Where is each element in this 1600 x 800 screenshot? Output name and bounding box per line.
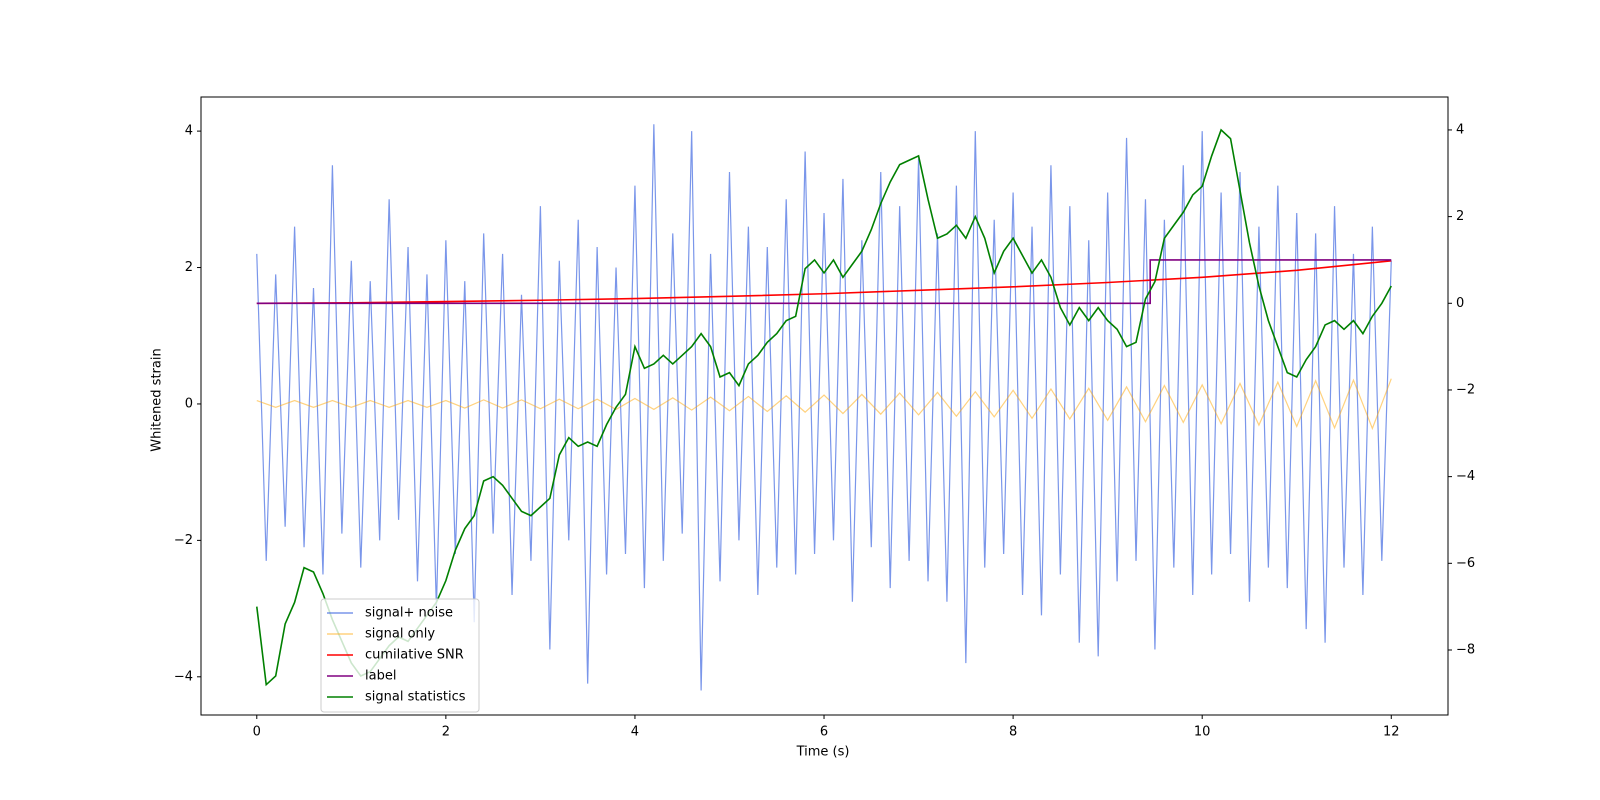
y2-tick-label: 0 <box>1456 296 1464 311</box>
y-tick-label: −4 <box>174 669 193 684</box>
y2-tick-label: 2 <box>1456 209 1464 224</box>
series-line <box>256 124 1392 691</box>
legend-label: signal only <box>365 627 435 642</box>
x-tick-label: 6 <box>820 725 828 740</box>
y2-tick-label: −6 <box>1456 556 1475 571</box>
x-axis-label: Time (s) <box>796 745 850 760</box>
legend-label: signal statistics <box>365 690 466 705</box>
plot-area <box>255 124 1392 691</box>
y-axis-label: Whitened strain <box>150 348 165 451</box>
x-tick-label: 2 <box>442 725 450 740</box>
x-tick-label: 4 <box>631 725 639 740</box>
y-tick-label: 4 <box>185 124 193 139</box>
y2-tick-label: 4 <box>1456 122 1464 137</box>
legend-label: label <box>365 669 396 684</box>
y-tick-label: −2 <box>174 533 193 548</box>
y2-tick-label: −8 <box>1456 642 1475 657</box>
series-line <box>256 378 1392 431</box>
series-line <box>256 260 1392 305</box>
y-tick-label: 0 <box>185 396 193 411</box>
y-tick-label: 2 <box>185 260 193 275</box>
y2-tick-label: −4 <box>1456 469 1475 484</box>
legend-box <box>320 598 480 713</box>
y2-tick-label: −2 <box>1456 382 1475 397</box>
legend-label: cumilative SNR <box>365 648 464 663</box>
series-line <box>255 128 1392 687</box>
x-tick-label: 10 <box>1194 725 1211 740</box>
x-tick-label: 0 <box>253 725 261 740</box>
x-tick-label: 12 <box>1383 725 1400 740</box>
x-tick-label: 8 <box>1009 725 1017 740</box>
series-line <box>256 259 1392 305</box>
legend: signal+ noise signal only cumilative SNR la… <box>320 598 480 713</box>
legend-label: signal+ noise <box>365 606 453 621</box>
